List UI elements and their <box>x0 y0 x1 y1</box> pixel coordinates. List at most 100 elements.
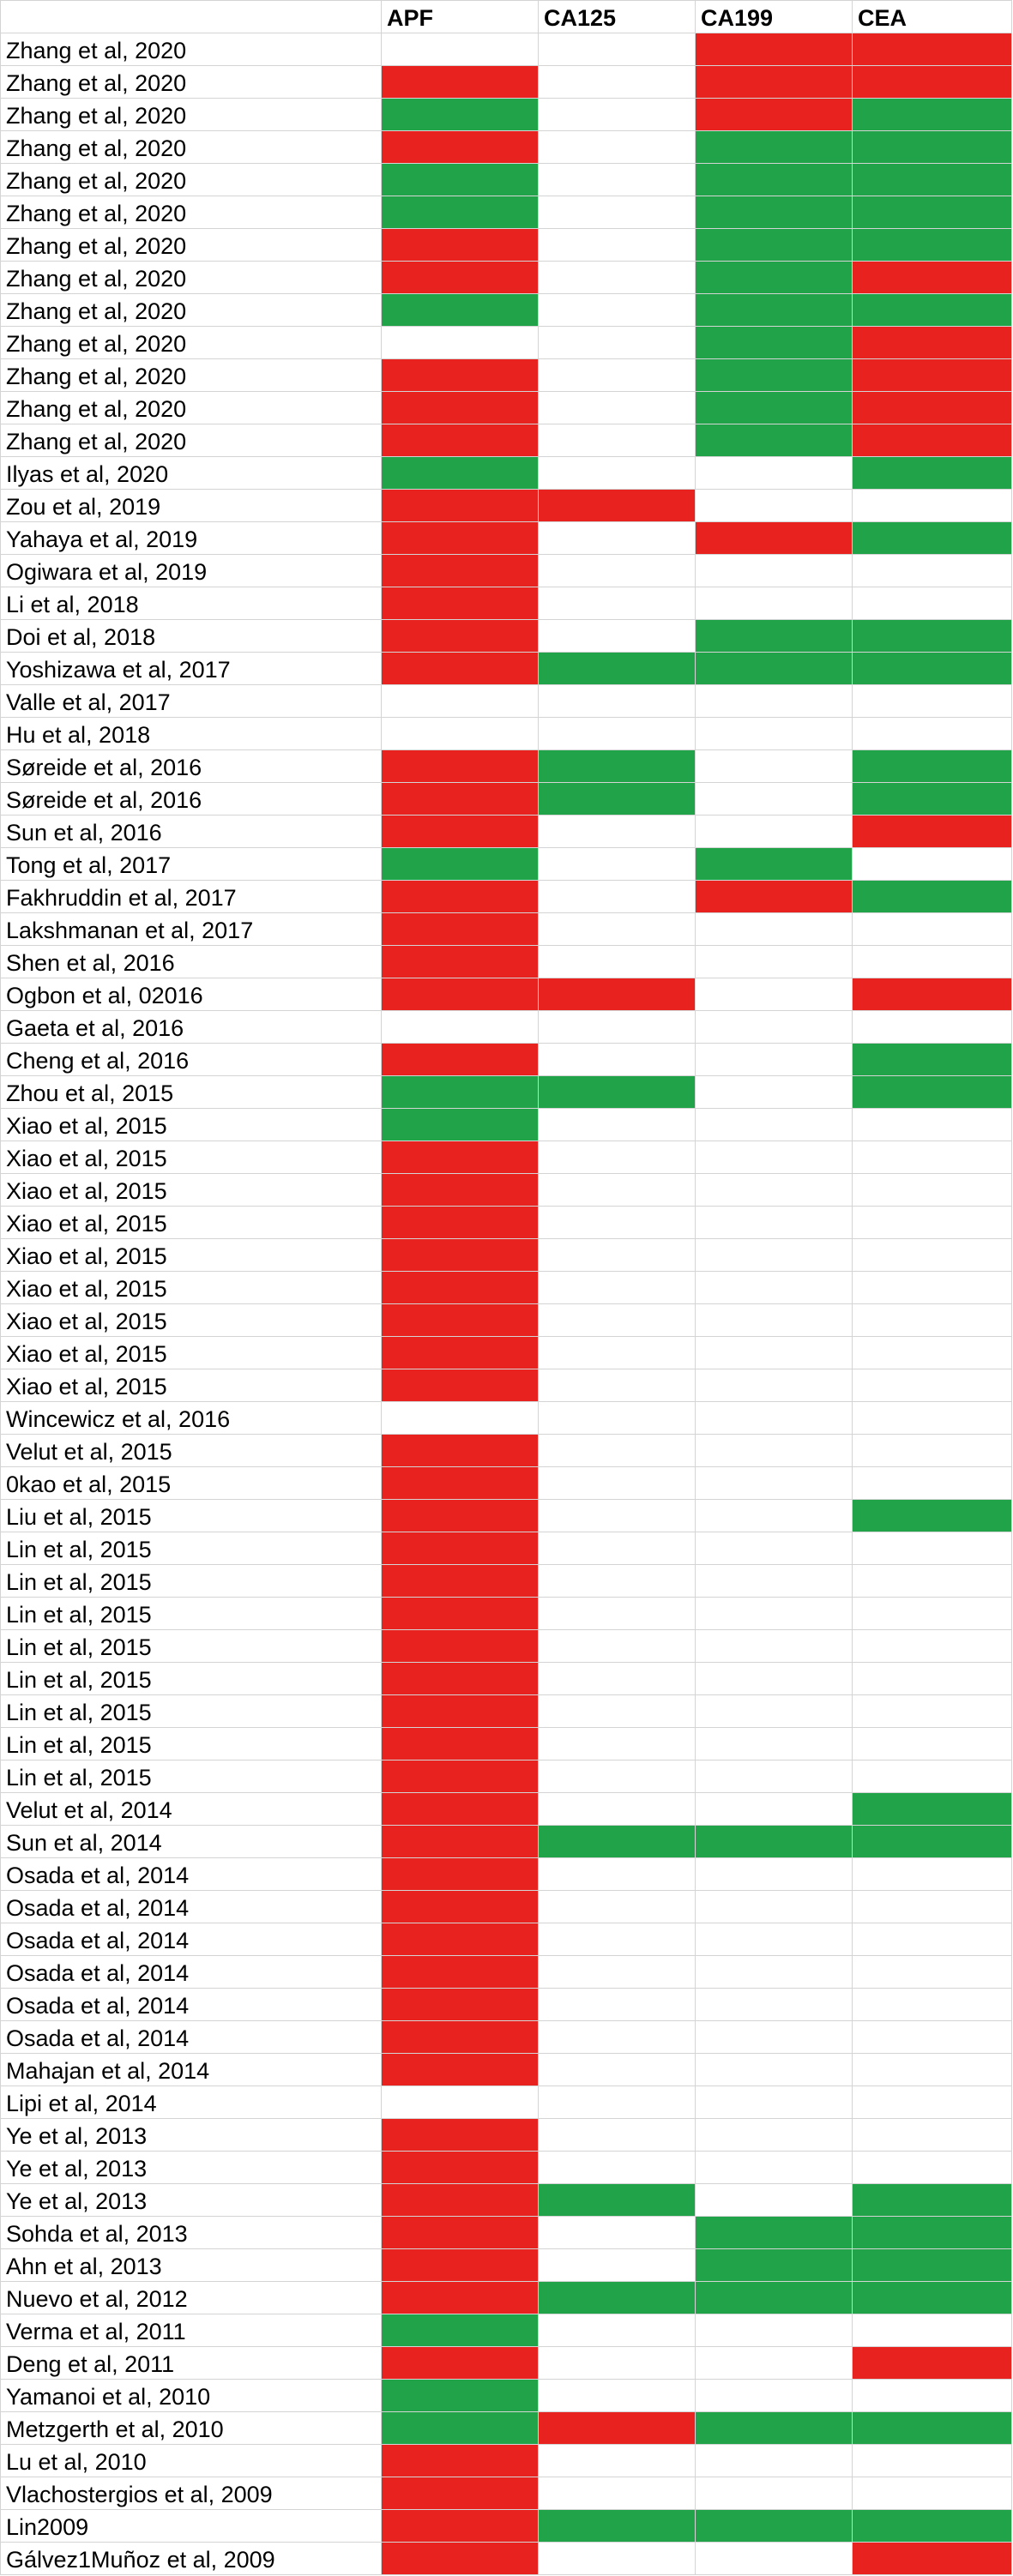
ca199-cell <box>695 1466 853 1500</box>
ca199-cell <box>695 98 853 131</box>
study-cell: Velut et al, 2014 <box>0 1792 382 1826</box>
study-cell: Osada et al, 2014 <box>0 1857 382 1891</box>
ca199-cell <box>695 521 853 555</box>
table-row: Liu et al, 2015 <box>0 1499 1012 1532</box>
table-row: Osada et al, 2014 <box>0 1988 1012 2021</box>
table-row: Osada et al, 2014 <box>0 1890 1012 1923</box>
study-cell: Zhang et al, 2020 <box>0 261 382 294</box>
ca199-cell <box>695 1890 853 1923</box>
table-row: Mahajan et al, 2014 <box>0 2053 1012 2086</box>
table-row: Cheng et al, 2016 <box>0 1043 1012 1076</box>
table-row: 0kao et al, 2015 <box>0 1466 1012 1500</box>
table-row: Xiao et al, 2015 <box>0 1173 1012 1207</box>
apf-cell <box>381 196 539 229</box>
ca125-cell <box>538 1890 696 1923</box>
ca199-cell <box>695 228 853 262</box>
study-cell: Zhang et al, 2020 <box>0 228 382 262</box>
header-row: APF CA125 CA199 CEA <box>0 0 1012 33</box>
apf-cell <box>381 33 539 66</box>
cea-cell <box>852 815 1012 848</box>
ca125-cell <box>538 1369 696 1402</box>
study-cell: Lakshmanan et al, 2017 <box>0 912 382 946</box>
study-cell: Osada et al, 2014 <box>0 1988 382 2021</box>
apf-cell <box>381 2183 539 2217</box>
study-cell: Zhang et al, 2020 <box>0 196 382 229</box>
ca125-cell <box>538 326 696 359</box>
apf-cell <box>381 2542 539 2575</box>
apf-cell <box>381 2118 539 2152</box>
study-cell: Sun et al, 2014 <box>0 1825 382 1858</box>
apf-cell <box>381 978 539 1011</box>
ca199-cell <box>695 1564 853 1598</box>
ca125-cell <box>538 2151 696 2184</box>
study-cell: Zhang et al, 2020 <box>0 358 382 392</box>
table-row: Zhang et al, 2020 <box>0 293 1012 327</box>
ca199-cell <box>695 1760 853 1793</box>
study-cell: Lin et al, 2015 <box>0 1564 382 1598</box>
ca199-cell <box>695 912 853 946</box>
ca199-cell <box>695 815 853 848</box>
table-row: Osada et al, 2014 <box>0 1923 1012 1956</box>
ca125-cell <box>538 1792 696 1826</box>
table-row: Søreide et al, 2016 <box>0 782 1012 816</box>
ca199-cell <box>695 2216 853 2249</box>
apf-cell <box>381 1857 539 1891</box>
table-row: Søreide et al, 2016 <box>0 749 1012 783</box>
apf-cell <box>381 1075 539 1109</box>
ca125-cell <box>538 717 696 750</box>
cea-cell <box>852 1499 1012 1532</box>
ca199-cell <box>695 261 853 294</box>
ca199-cell <box>695 782 853 816</box>
apf-cell <box>381 1010 539 1044</box>
cea-cell <box>852 163 1012 196</box>
table-row: Lin et al, 2015 <box>0 1662 1012 1695</box>
ca125-cell <box>538 456 696 490</box>
ca125-cell <box>538 228 696 262</box>
cea-cell <box>852 1890 1012 1923</box>
ca199-cell <box>695 1629 853 1663</box>
ca199-cell <box>695 2542 853 2575</box>
apf-cell <box>381 880 539 913</box>
apf-cell <box>381 1564 539 1598</box>
ca199-cell <box>695 1597 853 1630</box>
table-row: Zhang et al, 2020 <box>0 65 1012 99</box>
table-row: Xiao et al, 2015 <box>0 1303 1012 1337</box>
ca125-cell <box>538 261 696 294</box>
table-row: Xiao et al, 2015 <box>0 1206 1012 1239</box>
cea-cell <box>852 1141 1012 1174</box>
study-cell: Lin et al, 2015 <box>0 1727 382 1760</box>
study-cell: Osada et al, 2014 <box>0 1955 382 1989</box>
ca125-cell <box>538 619 696 653</box>
table-row: Doi et al, 2018 <box>0 619 1012 653</box>
apf-cell <box>381 2281 539 2314</box>
ca199-cell <box>695 2020 853 2054</box>
cea-cell <box>852 358 1012 392</box>
study-cell: Lin2009 <box>0 2509 382 2543</box>
cea-cell <box>852 1792 1012 1826</box>
cea-cell <box>852 684 1012 718</box>
ca125-cell <box>538 489 696 522</box>
study-cell: Ye et al, 2013 <box>0 2118 382 2152</box>
study-cell: Lin et al, 2015 <box>0 1597 382 1630</box>
cea-cell <box>852 261 1012 294</box>
table-row: Wincewicz et al, 2016 <box>0 1401 1012 1435</box>
table-row: Zhang et al, 2020 <box>0 326 1012 359</box>
cea-cell <box>852 1336 1012 1369</box>
study-cell: Cheng et al, 2016 <box>0 1043 382 1076</box>
apf-cell <box>381 1173 539 1207</box>
apf-cell <box>381 2509 539 2543</box>
header-ca199: CA199 <box>695 0 853 33</box>
cea-cell <box>852 196 1012 229</box>
apf-cell <box>381 2314 539 2347</box>
study-cell: Zhang et al, 2020 <box>0 293 382 327</box>
ca199-cell <box>695 2248 853 2282</box>
header-cea: CEA <box>852 0 1012 33</box>
cea-cell <box>852 1108 1012 1141</box>
cea-cell <box>852 1238 1012 1272</box>
cea-cell <box>852 33 1012 66</box>
ca125-cell <box>538 2477 696 2510</box>
study-cell: Vlachostergios et al, 2009 <box>0 2477 382 2510</box>
table-row: Lin et al, 2015 <box>0 1629 1012 1663</box>
cea-cell <box>852 1694 1012 1728</box>
